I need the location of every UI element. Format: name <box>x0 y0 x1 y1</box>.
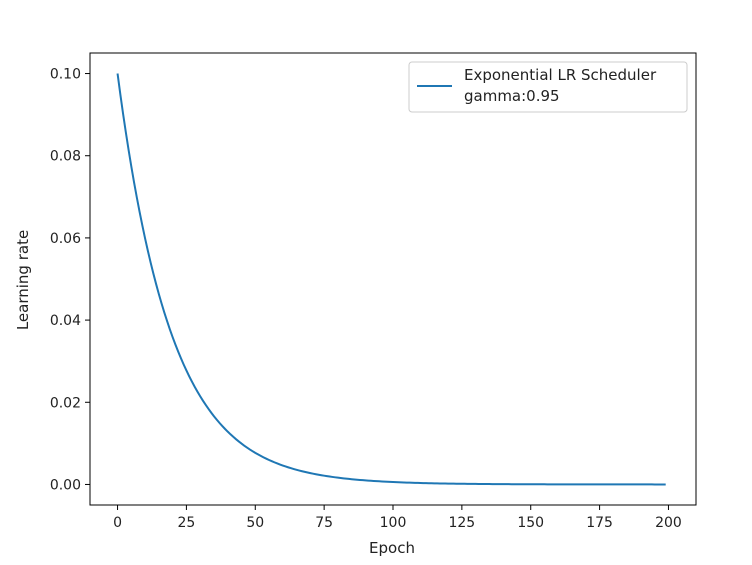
y-tick-label: 0.10 <box>50 67 81 83</box>
x-tick-label: 0 <box>113 515 122 531</box>
x-axis-label: Epoch <box>369 539 415 557</box>
x-tick-label: 200 <box>655 515 682 531</box>
x-tick-label: 50 <box>246 515 264 531</box>
y-tick-label: 0.02 <box>50 395 81 411</box>
x-tick-label: 150 <box>517 515 544 531</box>
x-tick-label: 125 <box>448 515 475 531</box>
x-axis-ticks: 0 25 50 75 100 125 150 175 200 <box>113 505 682 531</box>
y-tick-label: 0.04 <box>50 313 81 329</box>
series-line-exponential-lr <box>116 73 666 486</box>
x-tick-label: 100 <box>380 515 407 531</box>
legend: Exponential LR Scheduler gamma:0.95 <box>408 61 688 113</box>
y-axis-ticks: 0.00 0.02 0.04 0.06 0.08 0.10 <box>50 67 90 493</box>
legend-box <box>408 61 688 113</box>
legend-label-line-1: Exponential LR Scheduler <box>464 66 657 84</box>
y-axis-label: Learning rate <box>14 230 32 330</box>
legend-label-line-2: gamma:0.95 <box>464 87 560 105</box>
x-tick-label: 175 <box>586 515 613 531</box>
x-tick-label: 25 <box>177 515 195 531</box>
x-tick-label: 75 <box>315 515 333 531</box>
y-tick-label: 0.00 <box>50 477 81 493</box>
y-tick-label: 0.08 <box>50 149 81 165</box>
y-tick-label: 0.06 <box>50 231 81 247</box>
plot-area-frame <box>89 52 697 506</box>
